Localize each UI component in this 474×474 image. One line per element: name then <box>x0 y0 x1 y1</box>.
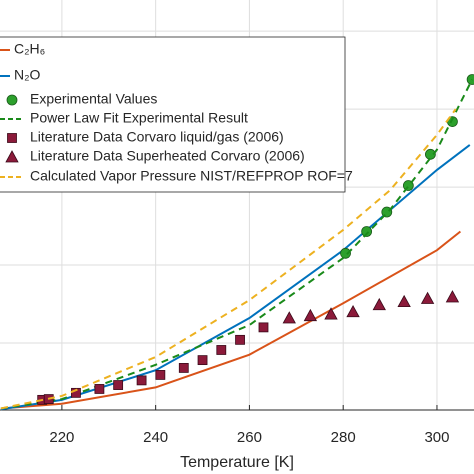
legend-label: Power Law Fit Experimental Result <box>30 110 248 126</box>
marker <box>420 291 435 304</box>
x-tick-label: 220 <box>49 429 74 446</box>
legend-marker <box>6 94 18 106</box>
legend-label: Calculated Vapor Pressure NIST/REFPROP R… <box>30 168 353 184</box>
legend: C₂H₆ N₂O Experimental Values Power Law Fit … <box>0 36 353 193</box>
x-axis-label: Temperature [K] <box>180 454 294 471</box>
marker <box>372 297 386 311</box>
x-tick-label: 300 <box>424 429 449 446</box>
marker <box>303 308 318 322</box>
legend-marker <box>5 150 19 163</box>
x-tick-label: 280 <box>331 429 356 446</box>
marker <box>216 345 227 355</box>
legend-label: Literature Data Corvaro liquid/gas (2006… <box>30 129 284 145</box>
legend-label: Experimental Values <box>30 91 157 107</box>
legend-marker <box>7 133 17 143</box>
marker <box>282 311 296 324</box>
legend-box <box>0 36 346 193</box>
marker <box>346 304 360 318</box>
marker <box>113 380 124 390</box>
marker <box>136 375 147 386</box>
marker <box>258 322 269 333</box>
marker <box>466 74 474 85</box>
legend-label: C₂H₆ <box>14 41 45 57</box>
marker <box>235 334 245 345</box>
marker <box>197 355 208 366</box>
x-tick-label: 240 <box>143 429 168 446</box>
marker <box>155 370 166 380</box>
series-line <box>0 230 462 410</box>
marker <box>178 363 189 373</box>
marker <box>94 384 105 394</box>
marker <box>324 307 338 320</box>
x-tick-label: 260 <box>237 429 262 446</box>
marker <box>361 226 373 237</box>
marker <box>340 247 351 259</box>
legend-label: Literature Data Superheated Corvaro (200… <box>30 148 305 164</box>
marker <box>397 294 411 308</box>
legend-label: N₂O <box>14 67 41 83</box>
marker <box>445 290 460 303</box>
